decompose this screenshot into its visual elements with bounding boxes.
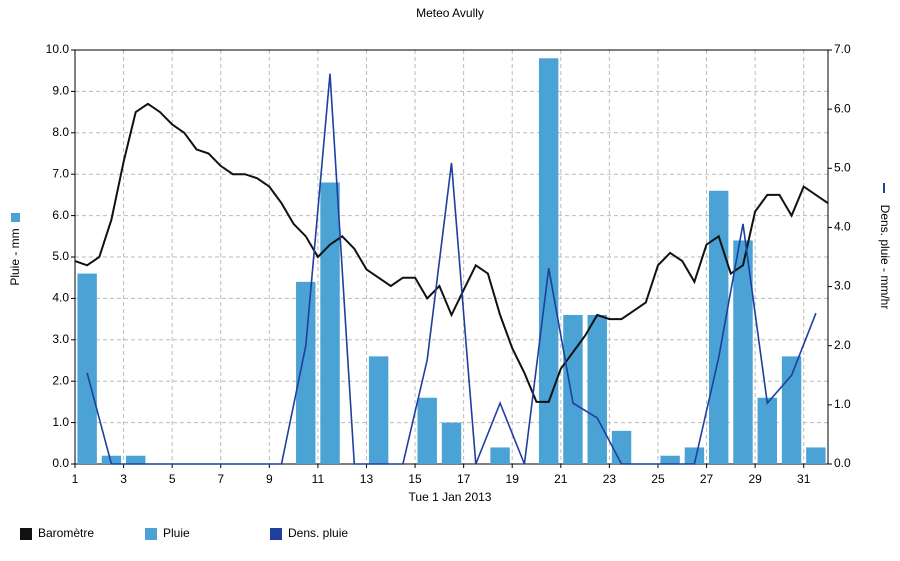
y2-tick-label: 3.0 <box>834 279 851 293</box>
legend-swatch <box>20 528 32 540</box>
x-tick-label: 15 <box>408 472 422 486</box>
y2-tick-label: 1.0 <box>834 397 851 411</box>
x-tick-label: 21 <box>554 472 568 486</box>
y2-tick-label: 0.0 <box>834 456 851 470</box>
x-tick-label: 31 <box>797 472 811 486</box>
y2-tick-label: 2.0 <box>834 338 851 352</box>
legend-label: Dens. pluie <box>288 526 348 540</box>
bar <box>684 447 705 464</box>
bar <box>296 281 316 464</box>
y2-tick-label: 4.0 <box>834 220 851 234</box>
bar <box>781 356 802 464</box>
line-series <box>74 102 829 403</box>
y-tick-label: 6.0 <box>52 208 69 222</box>
bar <box>368 356 389 464</box>
x-tick-label: 1 <box>72 472 79 486</box>
bar <box>417 397 437 464</box>
bar <box>320 182 340 465</box>
x-tick-label: 11 <box>312 472 325 486</box>
bar <box>441 422 462 464</box>
line-series <box>86 73 817 465</box>
y-tick-label: 7.0 <box>52 166 69 180</box>
y2-tick-label: 5.0 <box>834 160 851 174</box>
y-tick-label: 5.0 <box>52 249 69 263</box>
bar <box>733 240 753 464</box>
y-axis-icon <box>11 213 20 222</box>
x-tick-label: 9 <box>266 472 273 486</box>
x-tick-label: 7 <box>217 472 224 486</box>
legend-swatch <box>145 528 157 540</box>
x-tick-label: 13 <box>360 472 374 486</box>
y-tick-label: 0.0 <box>52 456 69 470</box>
bar <box>101 455 122 464</box>
x-axis-label: Tue 1 Jan 2013 <box>409 490 492 504</box>
y2-tick-label: 6.0 <box>834 101 851 115</box>
y-tick-label: 8.0 <box>52 125 69 139</box>
y-tick-label: 1.0 <box>52 415 69 429</box>
bar <box>77 273 97 464</box>
bar <box>708 190 729 464</box>
x-tick-label: 29 <box>748 472 762 486</box>
bar <box>660 455 680 464</box>
x-tick-label: 17 <box>457 472 471 486</box>
bar <box>490 447 510 464</box>
x-tick-label: 27 <box>700 472 714 486</box>
y-tick-label: 2.0 <box>52 373 69 387</box>
bar <box>563 314 583 464</box>
bar <box>806 447 826 464</box>
x-tick-label: 19 <box>506 472 520 486</box>
y-tick-label: 10.0 <box>46 42 70 56</box>
x-tick-label: 5 <box>169 472 176 486</box>
legend-label: Baromètre <box>38 526 94 540</box>
x-tick-label: 25 <box>651 472 665 486</box>
y-axis-label: Pluie - mm <box>8 228 22 285</box>
x-tick-label: 23 <box>603 472 617 486</box>
bar <box>538 58 559 464</box>
bar <box>587 314 607 464</box>
y2-axis-label: Dens. pluie - mm/hr <box>878 205 892 310</box>
bar <box>126 455 146 464</box>
chart-title: Meteo Avully <box>416 6 484 20</box>
y-tick-label: 4.0 <box>52 291 69 305</box>
x-tick-label: 3 <box>120 472 127 486</box>
y-tick-label: 3.0 <box>52 332 69 346</box>
legend-swatch <box>270 528 282 540</box>
bar <box>611 430 632 464</box>
bar <box>757 397 777 464</box>
y2-tick-label: 7.0 <box>834 42 851 56</box>
y-tick-label: 9.0 <box>52 84 69 98</box>
legend-label: Pluie <box>163 526 190 540</box>
